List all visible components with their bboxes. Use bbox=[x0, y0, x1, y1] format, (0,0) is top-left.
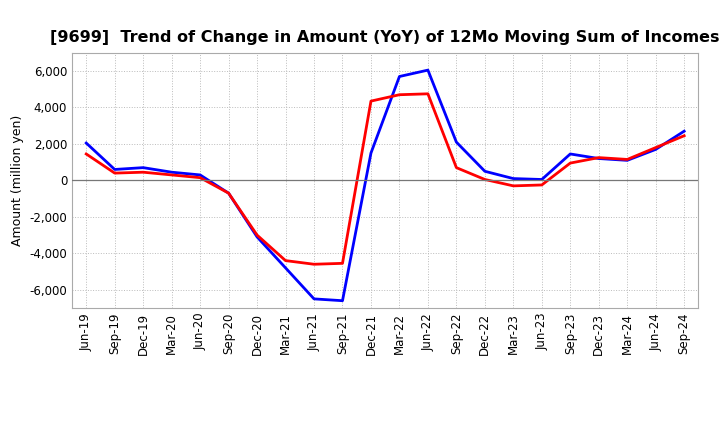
Title: [9699]  Trend of Change in Amount (YoY) of 12Mo Moving Sum of Incomes: [9699] Trend of Change in Amount (YoY) o… bbox=[50, 29, 720, 45]
Ordinary Income bbox=[196, 172, 204, 178]
Ordinary Income bbox=[537, 177, 546, 182]
Ordinary Income bbox=[139, 165, 148, 170]
Ordinary Income bbox=[110, 167, 119, 172]
Net Income bbox=[652, 145, 660, 150]
Net Income bbox=[167, 172, 176, 178]
Net Income bbox=[253, 232, 261, 238]
Ordinary Income bbox=[82, 140, 91, 146]
Y-axis label: Amount (million yen): Amount (million yen) bbox=[11, 115, 24, 246]
Ordinary Income bbox=[480, 169, 489, 174]
Net Income bbox=[623, 157, 631, 162]
Net Income bbox=[338, 260, 347, 266]
Net Income bbox=[566, 161, 575, 166]
Net Income bbox=[82, 151, 91, 157]
Net Income bbox=[452, 165, 461, 170]
Line: Net Income: Net Income bbox=[86, 94, 684, 264]
Net Income bbox=[366, 99, 375, 104]
Net Income bbox=[509, 183, 518, 188]
Ordinary Income bbox=[310, 296, 318, 301]
Ordinary Income bbox=[423, 67, 432, 73]
Ordinary Income bbox=[595, 156, 603, 161]
Line: Ordinary Income: Ordinary Income bbox=[86, 70, 684, 301]
Ordinary Income bbox=[652, 147, 660, 152]
Ordinary Income bbox=[167, 169, 176, 175]
Legend: Ordinary Income, Net Income: Ordinary Income, Net Income bbox=[233, 436, 538, 440]
Ordinary Income bbox=[680, 128, 688, 134]
Net Income bbox=[423, 91, 432, 96]
Ordinary Income bbox=[395, 74, 404, 79]
Net Income bbox=[395, 92, 404, 97]
Ordinary Income bbox=[253, 234, 261, 239]
Ordinary Income bbox=[366, 150, 375, 156]
Net Income bbox=[680, 133, 688, 138]
Net Income bbox=[595, 155, 603, 160]
Ordinary Income bbox=[338, 298, 347, 303]
Ordinary Income bbox=[282, 265, 290, 271]
Net Income bbox=[139, 169, 148, 175]
Ordinary Income bbox=[452, 139, 461, 145]
Net Income bbox=[537, 182, 546, 187]
Net Income bbox=[310, 262, 318, 267]
Ordinary Income bbox=[225, 191, 233, 196]
Net Income bbox=[225, 191, 233, 196]
Ordinary Income bbox=[623, 158, 631, 163]
Net Income bbox=[480, 177, 489, 182]
Ordinary Income bbox=[509, 176, 518, 181]
Net Income bbox=[282, 258, 290, 263]
Net Income bbox=[196, 175, 204, 180]
Ordinary Income bbox=[566, 151, 575, 157]
Net Income bbox=[110, 170, 119, 176]
